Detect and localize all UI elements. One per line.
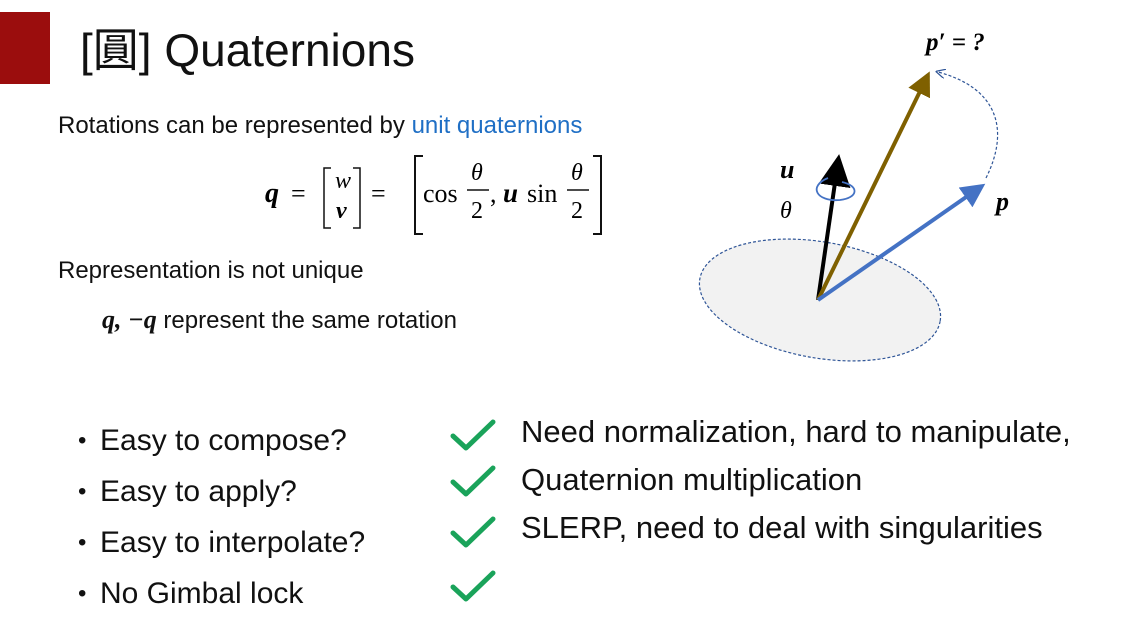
check-icon — [450, 419, 496, 451]
notes-list: Need normalization, hard to manipulate, … — [521, 408, 1071, 552]
p-label: p — [994, 187, 1009, 216]
formula-u: u — [503, 178, 518, 208]
formula-q: q — [265, 178, 279, 209]
intro-highlight: unit quaternions — [411, 112, 583, 139]
formula-cos: cos — [423, 179, 458, 208]
bullet-dot: • — [78, 477, 87, 505]
rotation-diagram: p′ = ? u θ p — [698, 29, 1009, 362]
intro-text: Rotations can be represented by — [58, 112, 412, 139]
vec-bracket-left — [323, 167, 331, 229]
formula-vec-top: w — [335, 168, 351, 194]
check-icon — [450, 465, 496, 497]
title-accent-bar — [0, 12, 50, 84]
formula-sin: sin — [527, 179, 557, 208]
note-item: Need normalization, hard to manipulate, — [521, 414, 1071, 449]
intro-line: Rotations can be represented by unit qua… — [58, 112, 582, 140]
equivalence-line: q, −q represent the same rotation — [102, 305, 457, 335]
equivalence-math: q, −q — [102, 305, 157, 334]
check-icon — [450, 570, 496, 602]
p-prime-vector-arrow — [816, 71, 930, 301]
p-vector-arrow — [816, 183, 986, 302]
formula-two-2: 2 — [571, 198, 583, 224]
theta-label: θ — [780, 198, 792, 224]
formula-comma: , — [490, 179, 497, 208]
formula-equals-2: = — [371, 179, 386, 208]
quaternion-formula: q = w v = cos θ 2 , u sin θ 2 — [265, 155, 602, 235]
bullet-label: Easy to compose? — [100, 423, 347, 457]
p-prime-label: p′ = ? — [924, 29, 985, 56]
slide-title: [圓] Quaternions — [80, 24, 415, 76]
representation-text: Representation is not unique — [58, 257, 364, 284]
formula-theta-2: θ — [571, 160, 583, 186]
formula-two-1: 2 — [471, 198, 483, 224]
note-item: SLERP, need to deal with singularities — [521, 510, 1043, 545]
bullet-label: Easy to apply? — [100, 474, 297, 508]
bracket-left — [414, 155, 423, 235]
bracket-right — [593, 155, 602, 235]
rotation-curl-icon — [815, 177, 856, 201]
bullet-label: No Gimbal lock — [100, 576, 304, 610]
note-item: Quaternion multiplication — [521, 462, 863, 497]
formula-theta-1: θ — [471, 160, 483, 186]
bullet-label: Easy to interpolate? — [100, 525, 366, 559]
bullet-dot: • — [78, 426, 87, 454]
rotation-path-arc — [938, 72, 999, 179]
list-item: • Easy to interpolate? — [78, 517, 365, 568]
u-axis-arrow — [816, 154, 851, 301]
bullet-dot: • — [78, 528, 87, 556]
formula-equals-1: = — [291, 179, 306, 208]
vec-bracket-right — [353, 167, 361, 229]
list-item: • No Gimbal lock — [78, 568, 365, 619]
formula-vec-bottom: v — [336, 198, 347, 224]
check-icon — [450, 516, 496, 548]
property-list: • Easy to compose? • Easy to apply? • Easy … — [78, 415, 365, 619]
equivalence-text: represent the same rotation — [156, 307, 457, 334]
list-item: • Easy to compose? — [78, 415, 365, 466]
bullet-dot: • — [78, 579, 87, 607]
list-item: • Easy to apply? — [78, 466, 365, 517]
u-label: u — [780, 155, 794, 184]
